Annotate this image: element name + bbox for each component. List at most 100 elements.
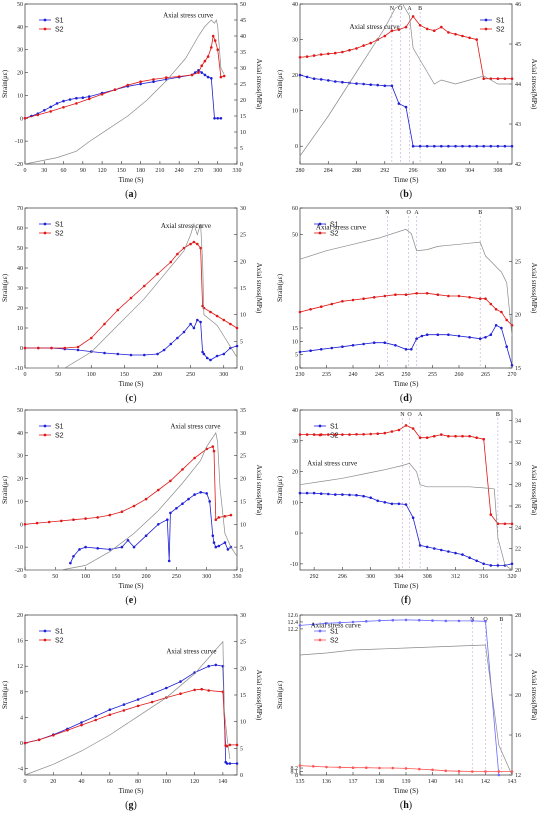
annotation-axial-stress-curve: Axial stress curve [307, 459, 357, 467]
data-point-s1 [222, 352, 226, 356]
data-point-s2 [394, 293, 397, 297]
data-point-s2 [94, 718, 97, 722]
data-point-s2 [309, 308, 312, 311]
data-point-s1 [203, 73, 207, 77]
x-tick-label: 270 [194, 168, 203, 174]
y2-tick-label: 0 [240, 366, 243, 372]
x-tick-label: 139 [402, 779, 411, 785]
data-point-s2 [431, 768, 434, 772]
x-tick-label: 137 [349, 779, 358, 785]
data-point-s1 [192, 326, 196, 330]
x-tick-label: 284 [324, 168, 333, 174]
data-point-s1 [420, 334, 424, 338]
data-point-s1 [482, 562, 486, 566]
legend-marker-s1 [43, 222, 47, 226]
data-point-s1 [206, 75, 210, 79]
marker-label-A: A [418, 412, 423, 418]
data-point-s2 [468, 434, 471, 438]
legend-label-s1: S1 [55, 222, 64, 229]
x-tick-label: 20 [50, 779, 56, 785]
y-tick-label: 10 [292, 109, 298, 115]
data-point-s2 [37, 738, 41, 742]
data-point-s1 [298, 73, 302, 77]
annotation-axial-stress-curve: Axial stress curve [166, 647, 216, 655]
y-axis-label: Strain(με) [276, 475, 284, 504]
data-point-s2 [390, 430, 394, 433]
data-point-s1 [376, 83, 380, 87]
data-point-s1 [390, 84, 394, 88]
y-tick-label: 50 [17, 246, 23, 252]
y2-tick-label: 30 [240, 206, 246, 212]
x-tick-label: 120 [98, 168, 107, 174]
y2-tick-label: 45 [515, 42, 521, 48]
data-point-s2 [181, 468, 184, 471]
legend-marker-s2 [318, 638, 322, 642]
data-point-s2 [440, 25, 443, 29]
x-axis-label: Time (S) [119, 787, 145, 795]
x-tick-label: 150 [111, 574, 120, 580]
data-point-s1 [433, 547, 436, 550]
legend-marker-s2 [43, 433, 47, 437]
data-point-s1 [383, 84, 387, 88]
y-tick-label: 8 [295, 773, 298, 779]
x-tick-label: 138 [375, 779, 384, 785]
y2-axis-label: Axial stress(MPa) [530, 263, 538, 314]
y-tick-label: 50 [292, 233, 298, 239]
data-point-s1 [68, 98, 72, 101]
y-tick-label: -10 [290, 562, 298, 568]
data-point-s1 [223, 541, 227, 544]
data-point-s1 [484, 620, 487, 623]
data-point-s1 [49, 105, 52, 109]
data-point-s1 [199, 320, 202, 324]
data-point-s2 [461, 434, 464, 438]
y2-tick-label: 0 [240, 568, 243, 574]
y2-axis-label: Axial stress(MPa) [530, 59, 538, 110]
legend-marker-s1 [43, 629, 47, 633]
x-tick-label: 250 [402, 372, 411, 378]
data-point-s2 [457, 294, 461, 298]
data-point-s1 [369, 496, 373, 500]
data-point-s1 [365, 620, 368, 623]
data-point-s2 [150, 700, 154, 704]
data-point-s1 [372, 341, 376, 345]
data-point-s2 [444, 769, 448, 773]
panel-b: 280 284 288 292 296 300 304 308 0 10 20 30 40 42 43 44 4… [276, 2, 538, 200]
data-point-s2 [348, 433, 351, 436]
x-tick-label: 143 [508, 779, 517, 785]
data-point-s1 [176, 336, 179, 340]
data-point-s1 [211, 534, 215, 537]
x-tick-label: 296 [338, 574, 347, 580]
data-point-s1 [108, 548, 112, 551]
data-point-s2 [489, 302, 493, 306]
data-point-s1 [81, 96, 85, 99]
data-point-s1 [226, 548, 230, 551]
legend-label-s1: S1 [330, 629, 339, 636]
panel-f: 292 296 300 304 308 312 316 320 -10 0 10 20 30 40 20 22… [276, 408, 538, 606]
data-point-s1 [215, 354, 219, 358]
data-point-s1 [461, 144, 464, 148]
x-tick-label: 135 [296, 779, 305, 785]
data-point-s2 [214, 518, 218, 521]
data-point-s2 [60, 519, 63, 523]
y2-tick-label: 15 [240, 693, 246, 699]
data-point-s2 [425, 292, 429, 295]
data-point-s1 [447, 333, 450, 337]
legend-label-s1: S1 [330, 222, 339, 229]
y2-tick-label: 15 [515, 366, 521, 372]
data-point-s1 [404, 105, 408, 109]
data-point-s2 [177, 75, 181, 78]
y2-tick-label: 34 [515, 419, 521, 425]
data-point-s2 [143, 284, 146, 288]
x-tick-label: 142 [481, 779, 490, 785]
y2-tick-label: 42 [515, 162, 521, 168]
data-point-s1 [298, 624, 302, 627]
data-point-s1 [482, 144, 486, 148]
data-point-s2 [100, 93, 104, 96]
data-point-s2 [211, 34, 215, 38]
y-tick-label: 60 [17, 226, 23, 232]
y-tick-label: 50 [17, 2, 23, 8]
data-point-s1 [334, 493, 337, 496]
y-tick-label: 40 [17, 266, 23, 272]
legend-marker-s2 [318, 433, 322, 437]
x-tick-label: 30 [41, 168, 47, 174]
